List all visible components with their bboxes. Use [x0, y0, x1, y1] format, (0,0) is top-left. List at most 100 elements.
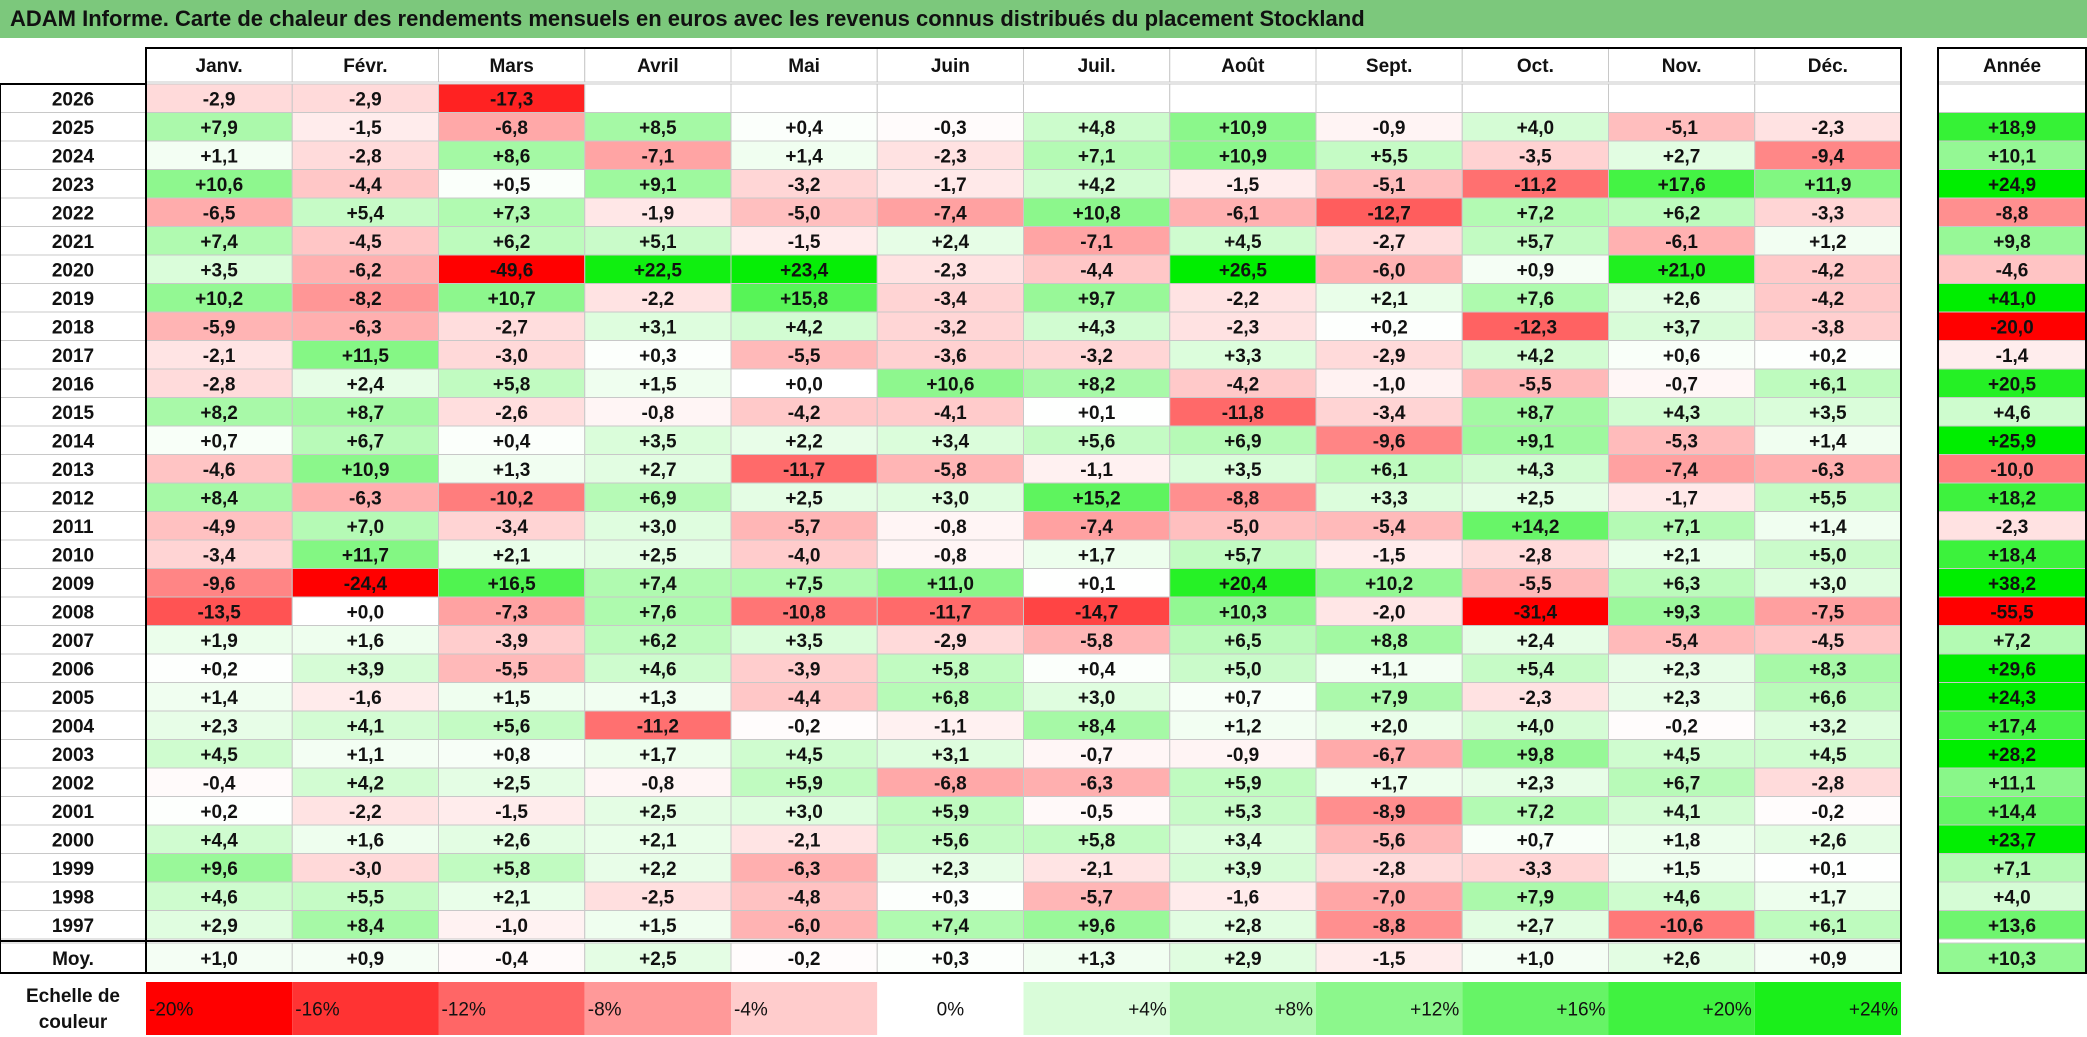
heatmap-cell: +2,1 — [493, 887, 531, 908]
heatmap-cell: -4,1 — [934, 403, 967, 424]
heatmap-cell-bg — [1608, 311, 1756, 341]
scale-step-label: +20% — [1703, 1000, 1752, 1021]
heatmap-cell: -10,2 — [490, 488, 533, 509]
heatmap-cell: -5,7 — [788, 517, 821, 538]
heatmap-cell: +7,0 — [347, 517, 385, 538]
heatmap-cell-bg — [1608, 853, 1756, 883]
heatmap-cell: -31,4 — [1514, 602, 1558, 623]
heatmap-cell-bg — [584, 368, 732, 398]
average-cell-bg — [1169, 942, 1317, 974]
year-frame — [0, 83, 147, 974]
heatmap-cell: +2,1 — [1370, 289, 1408, 310]
heatmap-cell: -5,8 — [1080, 631, 1113, 652]
heatmap-cell-bg — [1315, 482, 1463, 512]
heatmap-cell: -7,3 — [495, 602, 528, 623]
average-annual-cell: +10,3 — [1988, 949, 2036, 970]
heatmap-cell-bg — [1608, 824, 1756, 854]
heatmap-cell-bg — [1169, 425, 1317, 455]
heatmap-cell: -6,2 — [349, 260, 382, 281]
annual-cell: -2,3 — [1996, 517, 2029, 538]
month-header: Janv. — [196, 56, 243, 77]
average-cell: +2,6 — [1663, 949, 1701, 970]
heatmap-cell-bg — [1461, 112, 1609, 142]
heatmap-cell: +1,7 — [1078, 545, 1116, 566]
heatmap-cell-bg — [1608, 796, 1756, 826]
heatmap-cell: -1,5 — [349, 118, 382, 139]
heatmap-cell-bg — [1169, 824, 1317, 854]
heatmap-cell: -6,0 — [1373, 260, 1406, 281]
heatmap-cell-bg — [730, 767, 878, 797]
heatmap-cell: -11,8 — [1222, 403, 1264, 424]
heatmap-cell-bg — [1023, 824, 1171, 854]
heatmap-cell: +2,4 — [932, 232, 970, 253]
heatmap-cell-bg — [1608, 169, 1756, 199]
heatmap-cell: +4,6 — [639, 659, 677, 680]
heatmap-cell-bg — [145, 710, 293, 740]
scale-swatch — [292, 982, 439, 1035]
heatmap-cell: -5,1 — [1373, 175, 1406, 196]
heatmap-cell-bg — [291, 910, 439, 940]
heatmap-cell-bg — [291, 425, 439, 455]
heatmap-cell-bg — [1461, 853, 1609, 883]
heatmap-cell: +14,2 — [1511, 517, 1559, 538]
heatmap-cell-bg — [1023, 910, 1171, 940]
heatmap-cell: +0,4 — [1078, 659, 1116, 680]
heatmap-cell: +1,1 — [200, 146, 238, 167]
heatmap-cell: +5,5 — [1370, 146, 1408, 167]
heatmap-cell: -1,7 — [1665, 488, 1698, 509]
heatmap-cell-bg — [1315, 83, 1463, 113]
heatmap-cell-bg — [438, 511, 586, 541]
heatmap-cell: +0,2 — [1370, 317, 1408, 338]
heatmap-cell: -9,6 — [1373, 431, 1406, 452]
heatmap-cell: +3,2 — [1809, 716, 1847, 737]
year-label: 2025 — [52, 118, 95, 139]
heatmap-cell: +3,4 — [1224, 830, 1262, 851]
annual-cell-bg — [1937, 796, 2087, 826]
heatmap-cell-bg — [1315, 397, 1463, 427]
heatmap-cell-bg — [145, 853, 293, 883]
heatmap-cell: +1,6 — [347, 830, 385, 851]
heatmap-cell: +6,9 — [1224, 431, 1262, 452]
annual-cell-bg — [1937, 254, 2087, 284]
year-label: 2006 — [52, 659, 94, 680]
heatmap-cell-bg — [1608, 739, 1756, 769]
heatmap-cell: -4,2 — [1227, 374, 1260, 395]
heatmap-cell: -4,8 — [788, 887, 821, 908]
heatmap-cell: +9,6 — [200, 859, 238, 880]
heatmap-cell-bg — [1754, 112, 1902, 142]
heatmap-cell: +2,2 — [785, 431, 823, 452]
heatmap-cell: -1,0 — [1373, 374, 1406, 395]
heatmap-cell: -10,6 — [1660, 916, 1703, 937]
heatmap-cell-bg — [1461, 311, 1609, 341]
heatmap-cell: +2,4 — [347, 374, 385, 395]
heatmap-cell-bg — [1461, 226, 1609, 256]
heatmap-cell-bg — [1169, 340, 1317, 370]
heatmap-cell: +0,7 — [1224, 688, 1262, 709]
heatmap-cell: -0,9 — [1373, 118, 1406, 139]
month-header: Juin — [931, 56, 970, 77]
heatmap-cell-bg — [1169, 454, 1317, 484]
heatmap-cell-bg — [876, 83, 1024, 113]
heatmap-cell: -0,2 — [788, 716, 821, 737]
heatmap-cell: -5,5 — [1519, 374, 1552, 395]
heatmap-cell-bg — [438, 910, 586, 940]
heatmap-cell: -12,3 — [1514, 317, 1557, 338]
heatmap-cell: +0,2 — [200, 659, 238, 680]
heatmap-cell: +4,5 — [1224, 232, 1262, 253]
annual-cell-bg — [1937, 169, 2087, 199]
heatmap-cell-bg — [1608, 596, 1756, 626]
heatmap-cell: +3,1 — [932, 745, 970, 766]
heatmap-cell: +8,7 — [347, 403, 385, 424]
month-header-bg — [1608, 47, 1756, 83]
heatmap-cell: -2,8 — [1519, 545, 1552, 566]
heatmap-cell: -0,8 — [934, 517, 967, 538]
heatmap-cell: +10,6 — [195, 175, 243, 196]
scale-swatch — [1023, 982, 1170, 1035]
heatmap-cell: -10,8 — [782, 602, 825, 623]
scale-step-label: -20% — [149, 1000, 193, 1021]
year-label-bg — [0, 283, 147, 313]
heatmap-cell: +11,5 — [342, 346, 389, 367]
year-label: 2022 — [52, 203, 94, 224]
heatmap-cell-bg — [876, 425, 1024, 455]
annual-cell-bg — [1937, 739, 2087, 769]
